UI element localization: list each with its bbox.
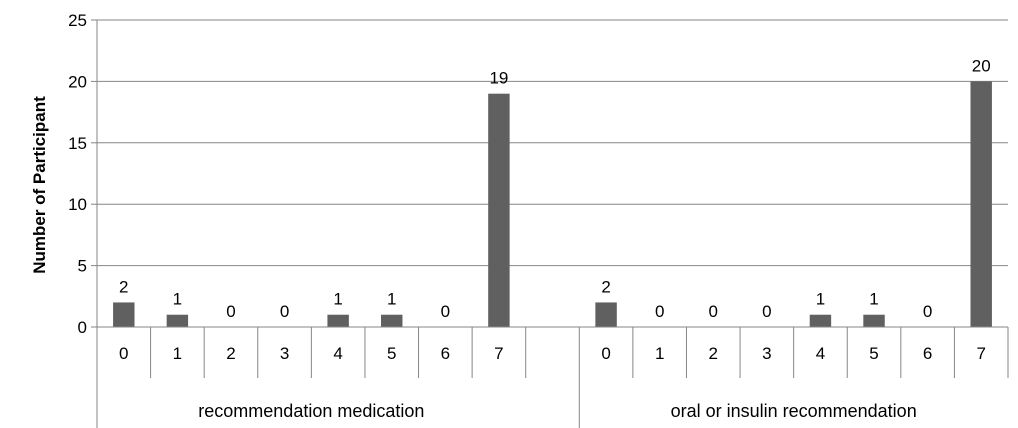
x-tick-label: 1 [173, 344, 182, 363]
x-tick-label: 5 [387, 344, 396, 363]
x-tick-label: 3 [762, 344, 771, 363]
y-tick-label: 5 [78, 257, 87, 276]
bar [595, 302, 617, 327]
y-tick-label: 20 [68, 72, 87, 91]
x-tick-label: 7 [976, 344, 985, 363]
data-label: 0 [655, 302, 664, 321]
bar [809, 314, 832, 327]
bar [381, 314, 403, 327]
x-tick-label: 0 [601, 344, 610, 363]
group-label: oral or insulin recommendation [671, 401, 917, 421]
data-label: 1 [333, 290, 342, 309]
bar [166, 314, 189, 327]
group-labels: recommendation medication oral or insulin… [198, 401, 916, 421]
data-label: 0 [762, 302, 771, 321]
group-label: recommendation medication [198, 401, 424, 421]
x-tick-label: 1 [655, 344, 664, 363]
data-label: 1 [816, 290, 825, 309]
y-axis-label: Number of Participant [30, 96, 49, 274]
x-tick-label: 2 [709, 344, 718, 363]
data-label: 0 [923, 302, 932, 321]
data-label: 20 [972, 56, 991, 75]
x-tick-label: 7 [494, 344, 503, 363]
axes [91, 19, 1009, 428]
data-label: 0 [226, 302, 235, 321]
gridlines [97, 19, 1008, 267]
bar [327, 314, 349, 327]
data-label: 0 [709, 302, 718, 321]
y-tick-label: 15 [68, 134, 87, 153]
x-tick-label: 0 [119, 344, 128, 363]
data-label: 0 [441, 302, 450, 321]
data-label: 19 [489, 69, 508, 88]
y-tick-label: 10 [68, 195, 87, 214]
data-label: 2 [601, 277, 610, 296]
x-tick-label: 5 [869, 344, 878, 363]
x-tick-label: 4 [333, 344, 342, 363]
y-tick-label: 0 [78, 318, 87, 337]
x-tick-label: 6 [923, 344, 932, 363]
bar [113, 302, 135, 327]
data-label: 1 [387, 290, 396, 309]
y-tick-label: 25 [68, 11, 87, 30]
bar [970, 81, 992, 328]
bars [113, 81, 992, 328]
bar [863, 314, 885, 327]
x-tick-label: 4 [816, 344, 825, 363]
x-tick-label: 3 [280, 344, 289, 363]
data-label: 2 [119, 277, 128, 296]
bar [488, 93, 510, 328]
x-tick-label: 6 [441, 344, 450, 363]
x-tick-label: 2 [226, 344, 235, 363]
data-label: 1 [869, 290, 878, 309]
data-label: 1 [173, 290, 182, 309]
y-tick-labels: 0 5 10 15 20 25 [68, 11, 87, 337]
x-tick-labels: 0 1 2 3 4 5 6 7 0 1 2 3 4 5 6 7 [119, 344, 986, 363]
data-label: 0 [280, 302, 289, 321]
